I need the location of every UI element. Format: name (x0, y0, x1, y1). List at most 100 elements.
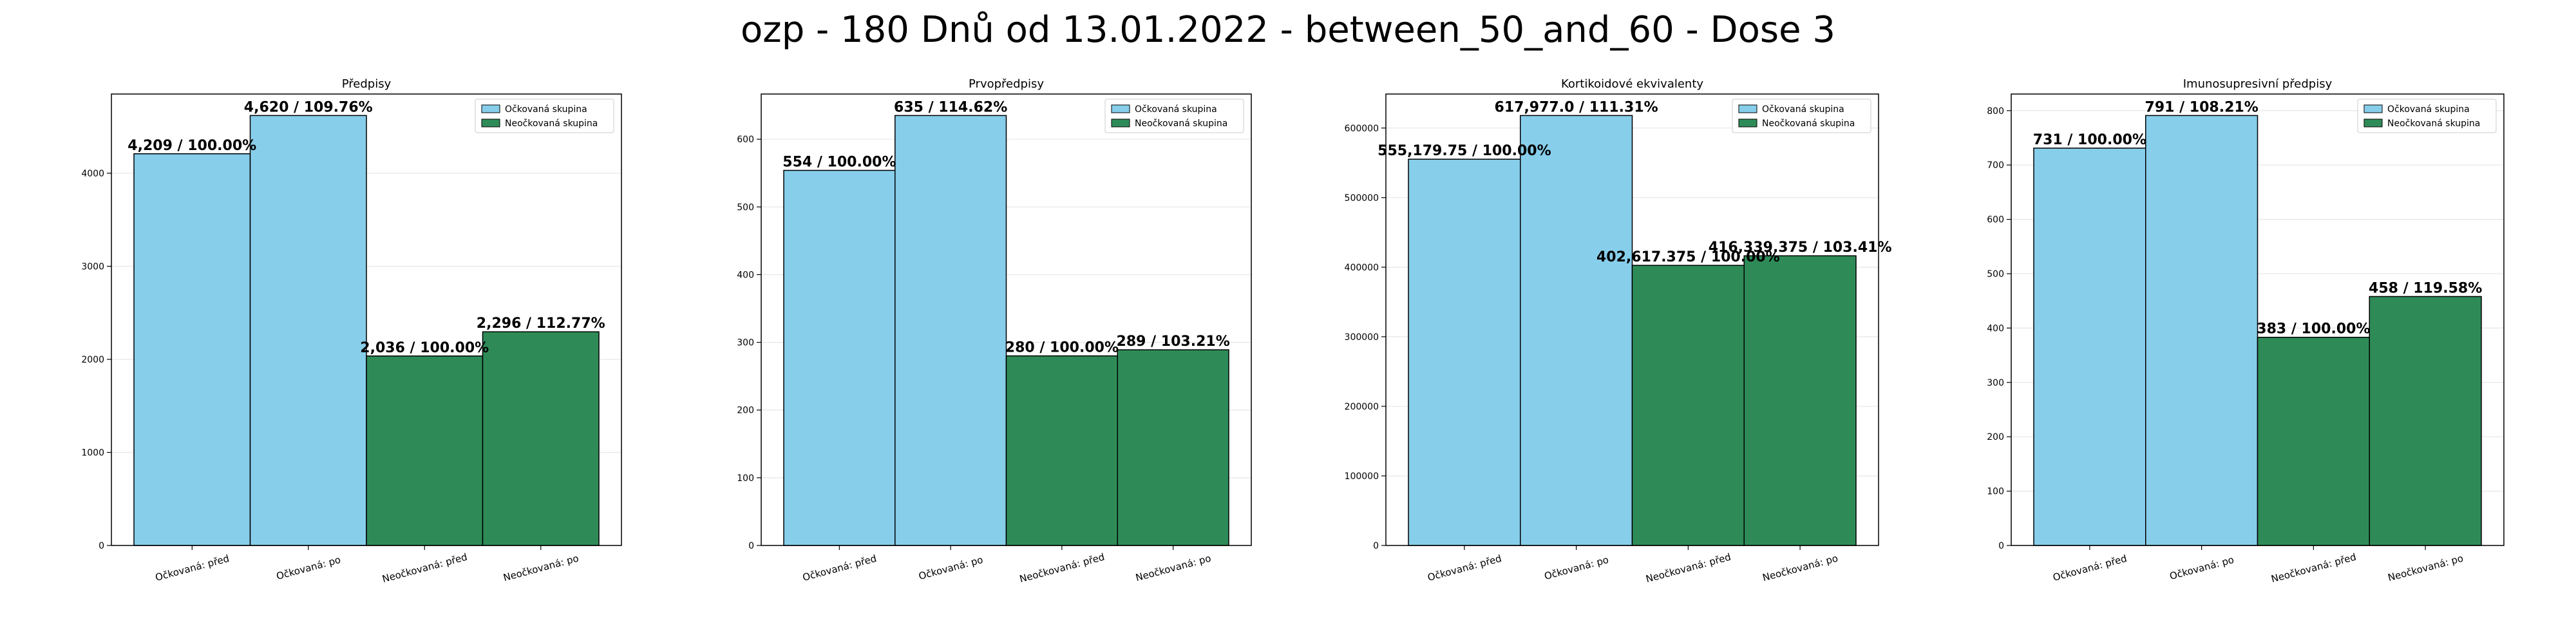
chart-1-xtick-label: Neočkovaná: před (381, 551, 469, 585)
chart-4-title: Imunosupresivní předpisy (2183, 77, 2333, 91)
chart-2-bar (1117, 349, 1229, 546)
chart-2-bar-label: 289 / 103.21% (1117, 334, 1230, 350)
chart-1-ytick-label: 0 (99, 541, 104, 551)
chart-4-bar (2369, 296, 2482, 546)
chart-3-bar-label: 617,977.0 / 111.31% (1495, 99, 1658, 115)
chart-1-bar (366, 355, 484, 546)
chart-3-ytick-label: 500000 (1345, 193, 1379, 204)
chart-1-ytick-label: 3000 (81, 261, 104, 272)
chart-2-bar (783, 169, 896, 546)
chart-2-ytick-label: 300 (737, 338, 754, 348)
chart-2-bar (895, 115, 1007, 546)
chart-4-legend-swatch (2363, 104, 2383, 113)
chart-4-legend-swatch (2363, 118, 2383, 128)
chart-1-legend-label: Neočkovaná skupina (505, 118, 598, 129)
chart-4-xtick-label: Neočkovaná: před (2270, 551, 2358, 585)
chart-3-bar-label: 416,339.375 / 103.41% (1709, 240, 1892, 256)
chart-4-xtick-label: Očkovaná: před (2052, 553, 2128, 583)
chart-4-bar-label: 731 / 100.00% (2033, 132, 2146, 148)
chart-2-ytick-label: 400 (737, 270, 754, 280)
chart-3-xtick-label: Očkovaná: před (1426, 553, 1503, 583)
chart-3-legend-label: Neočkovaná skupina (1762, 118, 1855, 129)
chart-4-ytick-label: 0 (1998, 541, 2004, 551)
chart-3-legend-box (1732, 99, 1871, 133)
chart-2-legend-swatch (1111, 118, 1130, 128)
chart-2-xtick-label: Neočkovaná: po (1134, 553, 1212, 584)
chart-3-title: Kortikoidové ekvivalenty (1561, 77, 1703, 91)
chart-4-ytick-label: 200 (1987, 432, 2004, 442)
chart-4-ytick-label: 100 (1987, 487, 2004, 497)
chart-3-xtick-label: Neočkovaná: po (1761, 553, 1839, 584)
chart-3-ytick-label: 0 (1373, 541, 1379, 551)
chart-2-bar-label: 280 / 100.00% (1005, 340, 1119, 356)
chart-3-ytick-label: 100000 (1345, 471, 1379, 482)
chart-1-legend-label: Očkovaná skupina (505, 104, 587, 115)
chart-1-xtick-label: Očkovaná: po (275, 554, 342, 582)
chart-3-bar (1520, 115, 1633, 546)
chart-3-bar (1743, 255, 1857, 546)
chart-3-ytick-label: 200000 (1345, 402, 1379, 412)
chart-2-bar-label: 635 / 114.62% (894, 99, 1007, 115)
chart-3-xtick-label: Očkovaná: po (1543, 554, 1610, 582)
chart-3-ytick-label: 400000 (1345, 263, 1379, 273)
chart-4-bar-label: 791 / 108.21% (2145, 99, 2259, 115)
chart-1-ytick-label: 2000 (81, 355, 104, 365)
chart-2-ytick-label: 600 (737, 135, 754, 145)
chart-1-bar (249, 115, 367, 546)
chart-1-bar-label: 2,036 / 100.00% (360, 340, 489, 356)
chart-2-xtick-label: Očkovaná: po (917, 554, 984, 582)
chart-4-bar-label: 458 / 119.58% (2369, 280, 2482, 296)
chart-4-legend-label: Očkovaná skupina (2387, 104, 2470, 115)
chart-1-legend-swatch (481, 118, 500, 128)
chart-2-legend-label: Neočkovaná skupina (1135, 118, 1227, 129)
chart-1-bar-label: 4,620 / 109.76% (244, 99, 373, 115)
chart-1-bar-label: 2,296 / 112.77% (477, 316, 605, 332)
chart-1-axes-frame (111, 93, 622, 546)
chart-2-xtick-label: Očkovaná: před (801, 553, 878, 583)
chart-4-axes-frame (2011, 93, 2505, 546)
chart-1-legend-swatch (481, 104, 500, 113)
chart-4-xtick-label: Očkovaná: po (2168, 554, 2235, 582)
chart-1-legend-box (475, 99, 614, 133)
chart-2-legend-swatch (1111, 104, 1130, 113)
chart-4-ytick-label: 500 (1987, 269, 2004, 279)
chart-1-bar (133, 153, 251, 546)
chart-1-xtick-label: Neočkovaná: po (502, 553, 580, 584)
chart-3-legend-swatch (1738, 118, 1757, 128)
chart-2-ytick-label: 0 (748, 541, 754, 551)
chart-3-bar (1631, 265, 1745, 546)
chart-1-ytick-label: 1000 (81, 448, 104, 458)
chart-3-ytick-label: 600000 (1345, 124, 1379, 134)
chart-4-ytick-label: 400 (1987, 323, 2004, 334)
chart-3-axes-frame (1385, 93, 1879, 546)
chart-3-ytick-label: 300000 (1345, 332, 1379, 343)
chart-4-xtick-label: Neočkovaná: po (2387, 553, 2465, 584)
chart-1-ytick-label: 4000 (81, 169, 104, 179)
chart-4-ytick-label: 600 (1987, 215, 2004, 225)
chart-3-bar (1408, 158, 1521, 546)
chart-2-title: Prvopředpisy (969, 77, 1044, 91)
chart-2-axes-frame (761, 93, 1252, 546)
chart-2-ytick-label: 200 (737, 406, 754, 416)
chart-4-ytick-label: 700 (1987, 160, 2004, 171)
chart-3-bar-label: 555,179.75 / 100.00% (1378, 143, 1551, 159)
chart-4-ytick-label: 800 (1987, 106, 2004, 117)
chart-2-ytick-label: 500 (737, 202, 754, 213)
chart-2-bar-label: 554 / 100.00% (782, 155, 896, 171)
chart-2-xtick-label: Neočkovaná: před (1018, 551, 1106, 585)
chart-1-title: Předpisy (342, 77, 392, 91)
chart-4-bar (2145, 115, 2259, 546)
chart-2-ytick-label: 100 (737, 473, 754, 484)
figure-title: ozp - 180 Dnů od 13.01.2022 - between_50… (741, 9, 1835, 51)
chart-1-xtick-label: Očkovaná: před (154, 553, 231, 583)
chart-2-bar (1005, 355, 1118, 546)
chart-3-bar-label: 402,617.375 / 100.00% (1596, 249, 1780, 265)
chart-4-bar (2257, 336, 2370, 546)
chart-3-xtick-label: Neočkovaná: před (1645, 551, 1732, 585)
chart-4-bar (2033, 147, 2146, 546)
chart-2-legend-box (1104, 99, 1244, 133)
chart-2-legend-label: Očkovaná skupina (1135, 104, 1217, 115)
chart-1-bar (482, 331, 600, 546)
